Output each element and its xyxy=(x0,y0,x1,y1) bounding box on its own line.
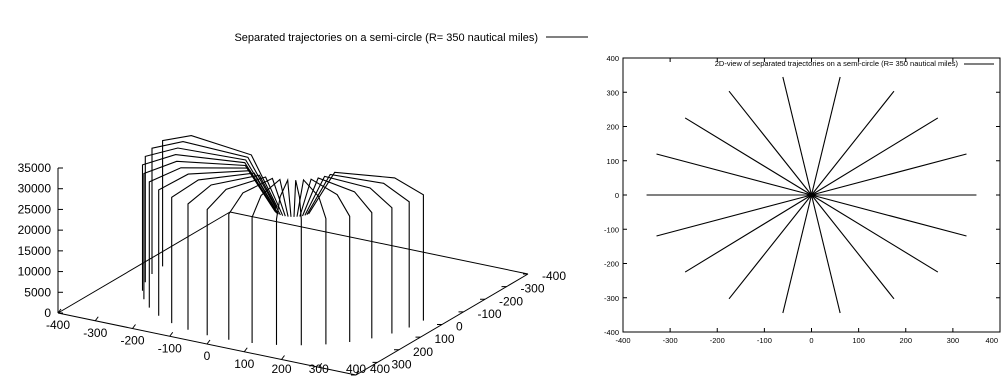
chart-2d-tick-labels: -400 -300 -200 -100 0 100 200 300 400 -400 -300 -20… xyxy=(604,54,1001,345)
chart-2d-y-tick-label: -300 xyxy=(604,294,619,303)
chart-3d-trajectory xyxy=(141,154,276,291)
chart-3d-x-tick-label: -100 xyxy=(158,341,182,355)
chart-3d-x-tick xyxy=(243,347,248,353)
chart-2d-trajectory xyxy=(656,153,812,196)
chart-2d-trajectory xyxy=(684,117,812,196)
chart-2d-y-tick-label: 0 xyxy=(615,191,619,200)
chart-2d-trajectory xyxy=(811,194,895,300)
chart-2d-trajectory xyxy=(810,76,841,196)
chart-3d-trajectory xyxy=(296,178,327,345)
chart-3d-trajectory xyxy=(293,180,302,346)
chart-3d-x-tick xyxy=(94,316,99,322)
chart-2d-trajectory xyxy=(782,194,813,314)
chart-2d-title: 2D-view of separated trajectories on a s… xyxy=(715,59,959,68)
chart-3d-x-tick xyxy=(57,308,62,314)
chart-3d-trajectory xyxy=(206,176,284,336)
chart-3d-x-tick-label: 300 xyxy=(309,362,329,376)
chart-2d-y-tick-label: 300 xyxy=(606,88,619,97)
chart-2d-y-tick-label: -400 xyxy=(604,328,619,337)
chart-3d: Separated trajectories on a semi-circle … xyxy=(18,32,588,376)
chart-3d-y-tick-label: -100 xyxy=(478,307,502,321)
chart-2d-x-tick-label: -400 xyxy=(615,336,630,345)
chart-3d-x-tick-label: -300 xyxy=(83,326,107,340)
chart-3d-trajectory xyxy=(143,160,276,300)
chart-3d-x-tick xyxy=(281,355,285,360)
chart-3d-axes xyxy=(57,167,529,376)
chart-3d-y-tick-label: 300 xyxy=(392,357,412,371)
chart-3d-series xyxy=(141,135,424,346)
chart-3d-x-tick xyxy=(206,339,211,345)
chart-3d-trajectory xyxy=(306,173,410,328)
chart-3d-y-tick-label: 400 xyxy=(370,362,390,376)
chart-2d-y-tick-label: 200 xyxy=(606,123,619,132)
chart-3d-z-tick-label: 35000 xyxy=(18,161,52,175)
chart-3d-y-tick-label: -200 xyxy=(499,294,523,308)
chart-2d-x-tick-label: 400 xyxy=(985,336,998,345)
chart-2d-trajectory xyxy=(728,194,812,300)
chart-3d-trajectory xyxy=(148,167,277,308)
chart-2d-series xyxy=(646,76,977,314)
chart-3d-x-tick-label: -200 xyxy=(120,334,144,348)
chart-3d-y-tick-label: 0 xyxy=(456,320,463,334)
chart-2d-x-tick-label: 200 xyxy=(899,336,912,345)
chart-3d-y-tick-label: -400 xyxy=(542,269,566,283)
chart-3d-trajectory xyxy=(228,177,286,340)
chart-2d-trajectory xyxy=(656,194,812,237)
chart-3d-trajectory xyxy=(144,147,276,283)
chart-3d-trajectory xyxy=(299,178,351,342)
chart-3d-trajectory xyxy=(301,177,373,339)
chart-3d-trajectory xyxy=(151,141,277,274)
chart-2d-trajectory xyxy=(811,90,895,196)
chart-3d-y-tick-label: -300 xyxy=(521,282,545,296)
chart-3d-z-tick-label: 20000 xyxy=(18,223,52,237)
chart-3d-trajectory xyxy=(304,175,393,334)
chart-2d-x-tick-label: 100 xyxy=(852,336,865,345)
chart-3d-trajectory xyxy=(308,171,424,321)
chart-3d-y-tick-label: 100 xyxy=(435,332,455,346)
chart-3d-z-tick-label: 15000 xyxy=(18,244,52,258)
chart-3d-x-tick xyxy=(318,362,323,368)
chart-2d-y-tick-label: 400 xyxy=(606,54,619,63)
chart-3d-x-tick-label: 100 xyxy=(234,357,254,371)
chart-3d-x-tick-label: 0 xyxy=(204,349,211,363)
chart-2d-trajectory xyxy=(728,90,812,196)
chart-3d-x-tick-label: 400 xyxy=(346,362,366,376)
chart-3d-trajectory xyxy=(162,135,278,267)
chart-2d-trajectory xyxy=(811,194,939,273)
chart-3d-x-tick xyxy=(169,331,174,337)
chart-3d-z-tick-label: 30000 xyxy=(18,182,52,196)
chart-2d-y-tick-label: -200 xyxy=(604,260,619,269)
chart-2d-y-tick-label: -100 xyxy=(604,225,619,234)
chart-3d-z-tick-label: 10000 xyxy=(18,265,52,279)
chart-3d-tick-labels: 05000100001500020000250003000035000-400-… xyxy=(18,161,567,376)
chart-3d-z-tick-label: 0 xyxy=(44,306,51,320)
chart-3d-x-tick xyxy=(132,324,136,329)
chart-3d-y-tick-label: 200 xyxy=(413,345,433,359)
chart-2d-y-tick-label: 100 xyxy=(606,157,619,166)
chart-2d-trajectory xyxy=(782,76,813,196)
chart-2d-x-tick-label: 0 xyxy=(809,336,813,345)
chart-3d-z-tick-label: 5000 xyxy=(24,285,51,299)
chart-2d-trajectory xyxy=(810,194,841,314)
chart-3d-x-tick-label: 200 xyxy=(271,362,291,376)
chart-2d-x-tick-label: -100 xyxy=(757,336,772,345)
chart-3d-base-edge-back-x xyxy=(229,211,529,275)
chart-3d-trajectory xyxy=(187,174,281,330)
chart-3d-z-tick-label: 25000 xyxy=(18,202,52,216)
chart-2d-trajectory xyxy=(684,194,812,273)
chart-3d-trajectory xyxy=(251,178,289,343)
chart-3d-title: Separated trajectories on a semi-circle … xyxy=(234,32,538,44)
chart-3d-trajectory xyxy=(275,177,292,345)
chart-2d-trajectory xyxy=(811,194,967,237)
chart-2d-trajectory xyxy=(811,117,939,196)
chart-2d-x-tick-label: -200 xyxy=(710,336,725,345)
chart-2d-x-tick-label: -300 xyxy=(663,336,678,345)
chart-2d: 2D-view of separated trajectories on a s… xyxy=(604,54,1001,345)
chart-3d-x-tick-label: -400 xyxy=(46,318,70,332)
chart-2d-trajectory xyxy=(811,153,967,196)
chart-3d-x-tick xyxy=(355,370,360,376)
chart-2d-x-tick-label: 300 xyxy=(947,336,960,345)
